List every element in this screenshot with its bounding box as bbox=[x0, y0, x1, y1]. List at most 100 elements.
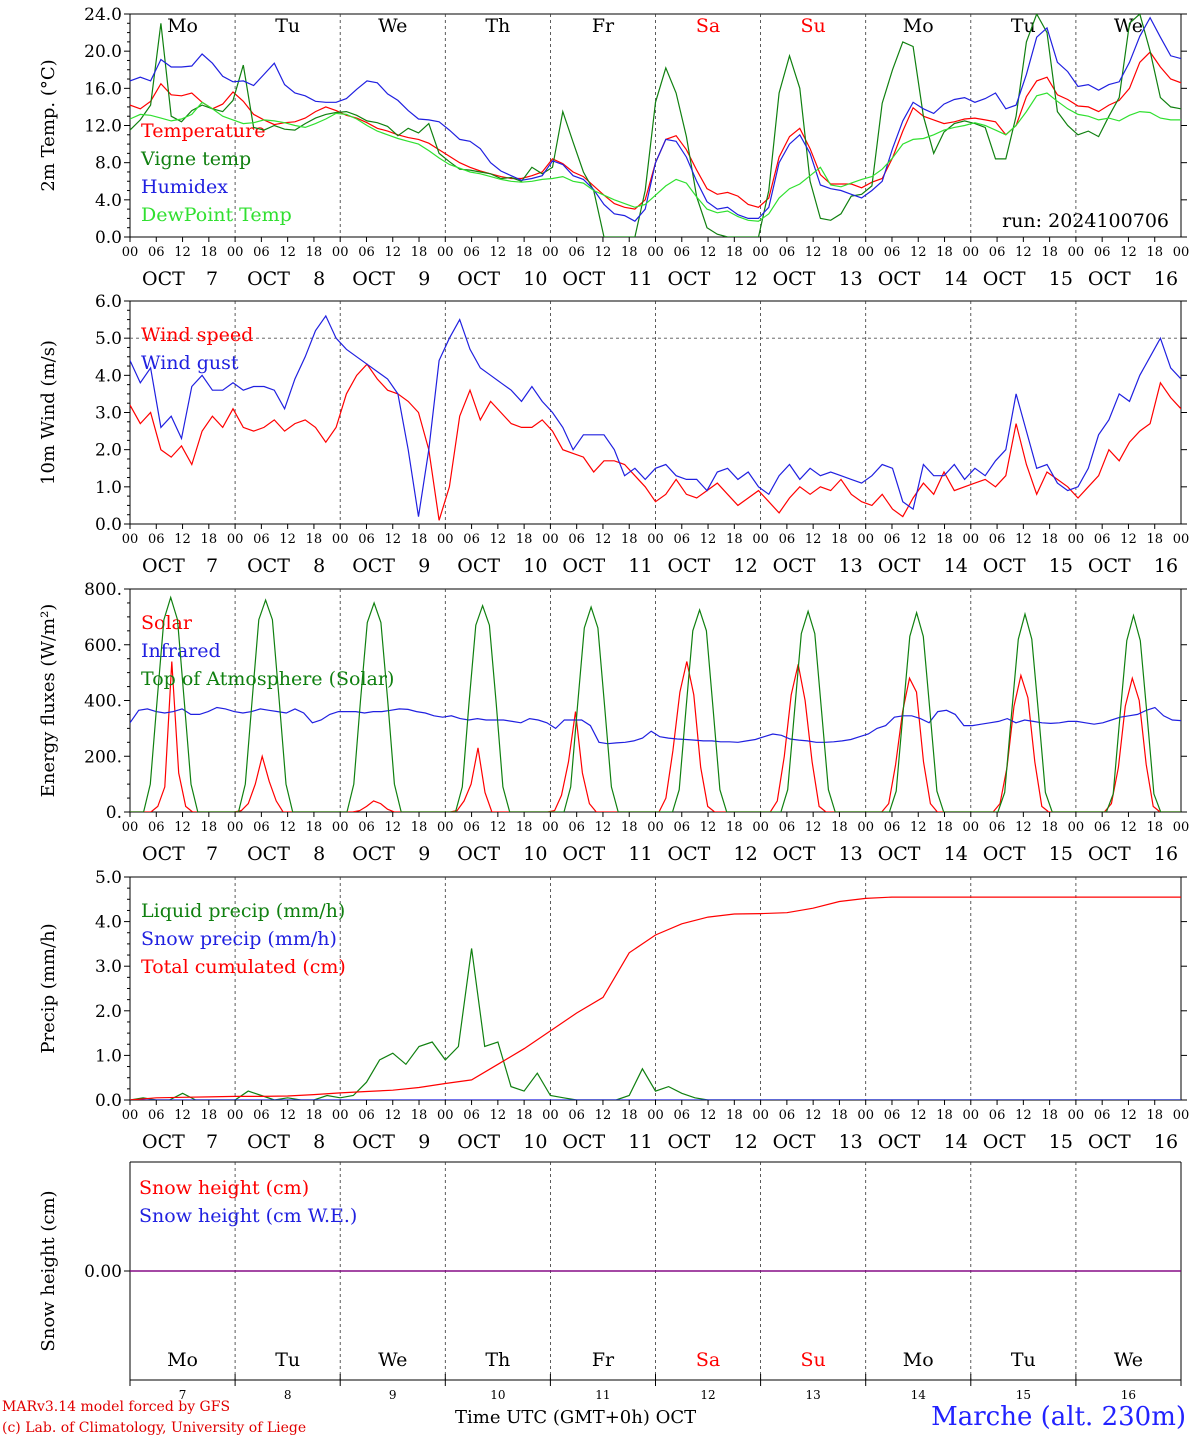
legend-entry: Snow height (cm) bbox=[139, 1177, 309, 1199]
x-tick-label: 18 bbox=[726, 532, 743, 547]
x-tick-label: 18 bbox=[726, 820, 743, 835]
x-tick-label: 00 bbox=[1068, 532, 1085, 547]
x-tick-label: 18 bbox=[936, 245, 953, 260]
day-name-label: Th bbox=[485, 1349, 510, 1371]
x-tick-label: 00 bbox=[752, 245, 769, 260]
day-name-label: Tu bbox=[1011, 15, 1036, 37]
x-tick-label: 18 bbox=[201, 1108, 218, 1123]
date-label: 10 bbox=[490, 1388, 505, 1402]
series-line-red bbox=[130, 363, 1181, 521]
series-line-red bbox=[130, 896, 1181, 1100]
series-line-blue bbox=[130, 706, 1181, 745]
x-tick-label: 18 bbox=[831, 532, 848, 547]
day-name-label: We bbox=[378, 1349, 407, 1371]
month-label: OCT bbox=[247, 843, 290, 865]
x-tick-label: 06 bbox=[884, 820, 901, 835]
x-tick-label: 06 bbox=[1094, 532, 1111, 547]
date-label: 15 bbox=[1016, 1388, 1031, 1402]
x-tick-label: 00 bbox=[332, 532, 349, 547]
x-tick-label: 00 bbox=[1068, 820, 1085, 835]
x-tick-label: 00 bbox=[963, 245, 980, 260]
date-label: 15 bbox=[1049, 555, 1073, 577]
x-tick-label: 12 bbox=[805, 820, 822, 835]
x-tick-label: 18 bbox=[306, 1108, 323, 1123]
y-axis-label: Snow height (cm) bbox=[38, 1190, 59, 1351]
date-label: 16 bbox=[1154, 555, 1178, 577]
date-label: 7 bbox=[179, 1388, 187, 1402]
x-tick-label: 12 bbox=[384, 1108, 401, 1123]
date-label: 9 bbox=[418, 843, 430, 865]
x-tick-label: 06 bbox=[674, 245, 691, 260]
month-label: OCT bbox=[562, 555, 605, 577]
x-tick-label: 12 bbox=[595, 245, 612, 260]
x-tick-label: 06 bbox=[253, 532, 270, 547]
x-tick-label: 06 bbox=[1094, 820, 1111, 835]
x-tick-label: 00 bbox=[437, 245, 454, 260]
y-tick-label: 0.00 bbox=[84, 1262, 122, 1282]
x-tick-label: 06 bbox=[463, 532, 480, 547]
month-label: OCT bbox=[668, 268, 711, 290]
x-tick-label: 00 bbox=[122, 1108, 139, 1123]
x-tick-label: 12 bbox=[384, 820, 401, 835]
x-tick-label: 12 bbox=[1015, 1108, 1032, 1123]
month-label: OCT bbox=[878, 268, 921, 290]
date-label: 8 bbox=[313, 1131, 325, 1153]
month-label: OCT bbox=[878, 1131, 921, 1153]
x-tick-label: 06 bbox=[568, 1108, 585, 1123]
x-tick-label: 00 bbox=[227, 820, 244, 835]
x-tick-label: 12 bbox=[174, 820, 191, 835]
x-tick-label: 00 bbox=[1173, 532, 1190, 547]
month-label: OCT bbox=[457, 268, 500, 290]
date-label: 14 bbox=[944, 1131, 968, 1153]
date-label: 7 bbox=[206, 1131, 218, 1153]
month-label: OCT bbox=[562, 1131, 605, 1153]
x-tick-label: 18 bbox=[621, 1108, 638, 1123]
x-tick-label: 18 bbox=[1041, 245, 1058, 260]
day-name-label: Tu bbox=[275, 15, 300, 37]
legend-entry: Total cumulated (cm) bbox=[141, 956, 346, 978]
x-tick-label: 00 bbox=[122, 245, 139, 260]
x-tick-label: 06 bbox=[989, 532, 1006, 547]
month-label: OCT bbox=[352, 843, 395, 865]
month-label: OCT bbox=[562, 843, 605, 865]
date-label: 12 bbox=[734, 843, 758, 865]
x-tick-label: 06 bbox=[674, 532, 691, 547]
legend-entry: Temperature bbox=[141, 120, 265, 142]
legend-entry: Snow precip (mm/h) bbox=[141, 928, 337, 950]
x-tick-label: 12 bbox=[595, 820, 612, 835]
x-tick-label: 18 bbox=[726, 245, 743, 260]
series-line-blue bbox=[130, 16, 1181, 222]
x-tick-label: 18 bbox=[1041, 820, 1058, 835]
month-label: OCT bbox=[983, 1131, 1026, 1153]
x-tick-label: 00 bbox=[437, 532, 454, 547]
x-tick-label: 18 bbox=[411, 532, 428, 547]
x-tick-label: 12 bbox=[700, 532, 717, 547]
x-tick-label: 00 bbox=[227, 1108, 244, 1123]
x-tick-label: 06 bbox=[568, 532, 585, 547]
x-tick-label: 06 bbox=[989, 245, 1006, 260]
x-tick-label: 12 bbox=[384, 532, 401, 547]
date-label: 9 bbox=[389, 1388, 397, 1402]
legend-entry: Snow height (cm W.E.) bbox=[139, 1205, 357, 1227]
y-axis-label: 2m Temp. (°C) bbox=[38, 59, 59, 191]
month-label: OCT bbox=[878, 843, 921, 865]
date-label: 15 bbox=[1049, 1131, 1073, 1153]
month-label: OCT bbox=[247, 268, 290, 290]
y-axis-label: 10m Wind (m/s) bbox=[38, 340, 59, 485]
x-tick-label: 18 bbox=[621, 245, 638, 260]
x-tick-label: 00 bbox=[647, 245, 664, 260]
day-name-label: Mo bbox=[167, 15, 198, 37]
day-name-label: Tu bbox=[275, 1349, 300, 1371]
day-name-label: We bbox=[1114, 1349, 1143, 1371]
x-tick-label: 12 bbox=[490, 245, 507, 260]
day-name-label: Sa bbox=[696, 1349, 720, 1371]
date-label: 13 bbox=[839, 843, 863, 865]
x-tick-label: 18 bbox=[411, 1108, 428, 1123]
date-label: 10 bbox=[523, 555, 547, 577]
x-tick-label: 18 bbox=[621, 820, 638, 835]
x-tick-label: 12 bbox=[174, 245, 191, 260]
date-label: 16 bbox=[1154, 268, 1178, 290]
y-tick-label: 24.0 bbox=[84, 5, 122, 25]
panel-precip: 0.0 1.0 2.0 3.0 4.0 5.0 Precip (mm/h) 00 06 12 18 O… bbox=[38, 868, 1189, 1153]
date-label: 13 bbox=[806, 1388, 821, 1402]
